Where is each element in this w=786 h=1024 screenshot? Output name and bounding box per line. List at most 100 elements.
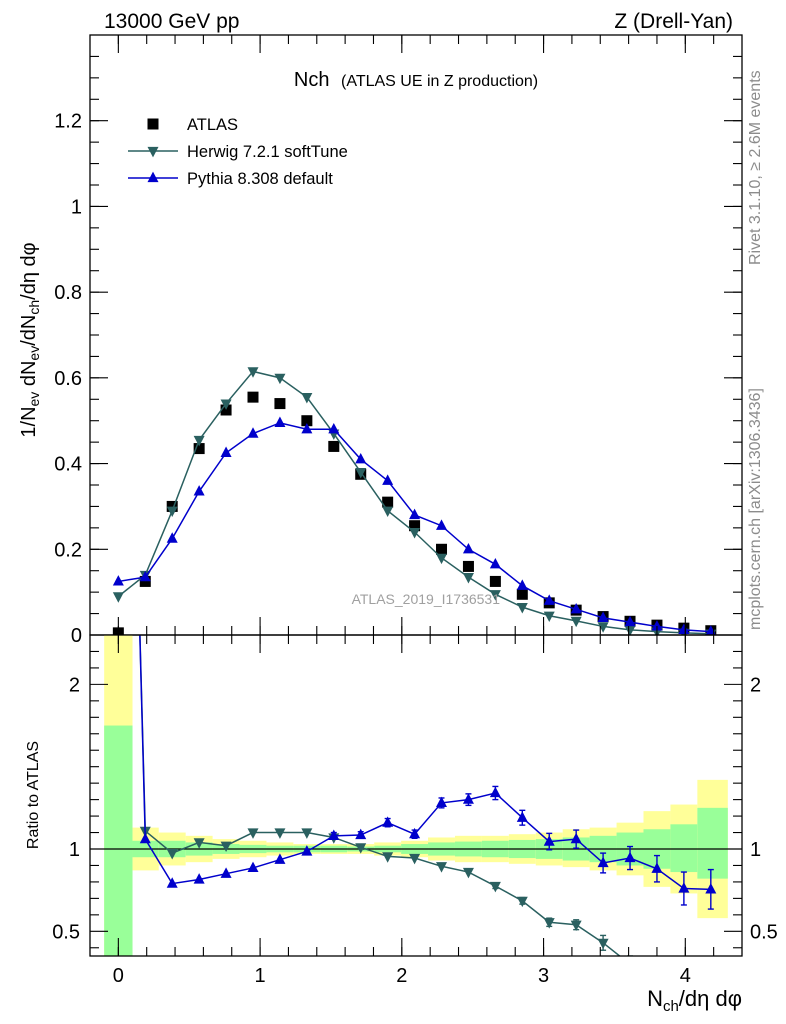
ratio-y-tick-label-left: 0.5 [52, 921, 80, 943]
ratio-point-pythia-8-308-default [382, 816, 394, 827]
x-tick-label: 0 [113, 965, 124, 987]
ratio-line-herwig-7-2-1-softtune [139, 635, 621, 956]
main-point-pythia-8-308-default [678, 623, 690, 634]
main-point-pythia-8-308-default [301, 422, 313, 434]
ratio-point-pythia-8-308-default [543, 835, 555, 846]
main-point-herwig-7-2-1-softtune [543, 611, 555, 623]
main-point-herwig-7-2-1-softtune [516, 603, 528, 614]
ratio-y-tick-label-left: 1 [69, 839, 80, 861]
main-point-atlas [328, 440, 340, 452]
ratio-point-herwig-7-2-1-softtune [489, 881, 501, 893]
ratio-point-pythia-8-308-default [516, 811, 528, 822]
main-point-atlas [516, 588, 528, 600]
ratio-point-pythia-8-308-default [274, 853, 286, 864]
main-point-pythia-8-308-default [570, 602, 582, 614]
ratio-point-herwig-7-2-1-softtune [409, 853, 421, 865]
main-point-atlas [489, 575, 501, 587]
main-point-herwig-7-2-1-softtune [166, 506, 178, 518]
ratio-point-pythia-8-308-default [328, 829, 340, 840]
chart-title: Nch (ATLAS UE in Z production) [294, 69, 538, 91]
header-left-label: 13000 GeV pp [104, 10, 239, 33]
ratio-point-pythia-8-308-default [166, 877, 178, 888]
main-y-axis-label: 1/Nev dNev/dNch/dη dφ [18, 242, 42, 437]
ratio-y-tick-label-right: 2 [750, 674, 761, 696]
main-point-pythia-8-308-default [247, 427, 259, 438]
ratio-panel: 0.5 0.5 1 1 2 2 0 1 2 3 4 Ratio to ATLAS Nch/dη d… [25, 634, 778, 1015]
chart-title-sub: (ATLAS UE in Z production) [341, 73, 538, 90]
main-point-pythia-8-308-default [462, 542, 474, 554]
main-point-herwig-7-2-1-softtune [409, 528, 421, 539]
ratio-point-herwig-7-2-1-softtune [166, 848, 178, 860]
main-point-herwig-7-2-1-softtune [489, 590, 501, 601]
ratio-point-herwig-7-2-1-softtune [193, 838, 205, 849]
main-point-herwig-7-2-1-softtune [274, 373, 286, 385]
x-tick-label: 2 [396, 965, 407, 987]
ratio-point-herwig-7-2-1-softtune [570, 920, 582, 932]
main-y-tick-label: 0.4 [54, 454, 82, 476]
main-point-pythia-8-308-default [355, 452, 367, 464]
main-point-herwig-7-2-1-softtune [247, 367, 259, 378]
ratio-point-herwig-7-2-1-softtune [597, 938, 609, 950]
ratio-point-pythia-8-308-default [247, 861, 259, 873]
ratio-frame [89, 634, 743, 957]
main-point-herwig-7-2-1-softtune [570, 616, 582, 628]
legend-marker-herwig-7-2-1-softtune [147, 146, 159, 158]
ratio-y-axis-label: Ratio to ATLAS [25, 741, 42, 849]
main-point-pythia-8-308-default [597, 611, 609, 622]
main-panel: 0 0.2 0.4 0.6 0.8 1 1.2 Nch (ATLAS UE in Z pro… [18, 34, 743, 647]
main-point-herwig-7-2-1-softtune [624, 625, 636, 635]
ratio-y-tick-label-right: 0.5 [750, 921, 778, 943]
ratio-point-pythia-8-308-default [570, 832, 582, 844]
legend-label-herwig-7-2-1-softtune: Herwig 7.2.1 softTune [187, 143, 348, 161]
mcplots-label: mcplots.cern.ch [arXiv:1306.3436] [747, 388, 764, 630]
main-point-atlas [220, 404, 232, 416]
ratio-point-pythia-8-308-default [651, 862, 663, 873]
main-point-atlas [462, 560, 474, 572]
main-point-pythia-8-308-default [436, 519, 448, 530]
ratio-point-pythia-8-308-default [436, 796, 448, 808]
main-y-tick-label: 1 [71, 196, 82, 218]
main-point-pythia-8-308-default [409, 508, 421, 520]
ratio-point-herwig-7-2-1-softtune [247, 828, 259, 839]
main-point-herwig-7-2-1-softtune [193, 435, 205, 447]
main-point-herwig-7-2-1-softtune [301, 393, 313, 404]
x-tick-label: 1 [255, 965, 266, 987]
ratio-point-pythia-8-308-default [355, 828, 367, 840]
ratio-point-pythia-8-308-default [409, 827, 421, 839]
ratio-stat-band [104, 725, 133, 956]
legend: ATLAS Herwig 7.2.1 softTune Pythia 8.308 d… [128, 116, 348, 188]
ratio-y-tick-label-right: 1 [750, 839, 761, 861]
main-point-pythia-8-308-default [193, 485, 205, 496]
legend-marker-pythia-8-308-default [147, 171, 159, 183]
main-point-pythia-8-308-default [220, 446, 232, 457]
ratio-point-herwig-7-2-1-softtune [436, 862, 448, 873]
main-point-atlas [274, 398, 286, 410]
main-point-pythia-8-308-default [139, 570, 151, 582]
main-point-atlas [193, 443, 205, 455]
header-right-label: Z (Drell-Yan) [614, 10, 733, 33]
legend-label-pythia-8-308-default: Pythia 8.308 default [187, 170, 333, 188]
main-point-pythia-8-308-default [624, 615, 636, 627]
ratio-point-herwig-7-2-1-softtune [543, 918, 555, 929]
main-y-tick-label: 1.2 [54, 111, 82, 133]
main-point-pythia-8-308-default [112, 575, 124, 586]
main-point-herwig-7-2-1-softtune [382, 506, 394, 518]
main-point-herwig-7-2-1-softtune [112, 592, 124, 603]
main-point-pythia-8-308-default [651, 620, 663, 631]
main-point-atlas [139, 575, 151, 587]
main-point-atlas [166, 500, 178, 512]
main-point-pythia-8-308-default [489, 557, 501, 569]
legend-label-atlas: ATLAS [187, 116, 238, 134]
x-axis-label: Nch/dη dφ [647, 986, 742, 1015]
main-point-pythia-8-308-default [382, 474, 394, 485]
rivet-version-label: Rivet 3.1.10, ≥ 2.6M events [747, 70, 764, 265]
ratio-point-pythia-8-308-default [624, 851, 636, 863]
main-point-herwig-7-2-1-softtune [355, 468, 367, 479]
ratio-point-pythia-8-308-default [489, 786, 501, 798]
main-point-herwig-7-2-1-softtune [436, 553, 448, 565]
ratio-point-pythia-8-308-default [139, 832, 151, 844]
ratio-point-herwig-7-2-1-softtune [462, 867, 474, 879]
ratio-point-herwig-7-2-1-softtune [355, 843, 367, 854]
main-point-herwig-7-2-1-softtune [220, 399, 232, 410]
